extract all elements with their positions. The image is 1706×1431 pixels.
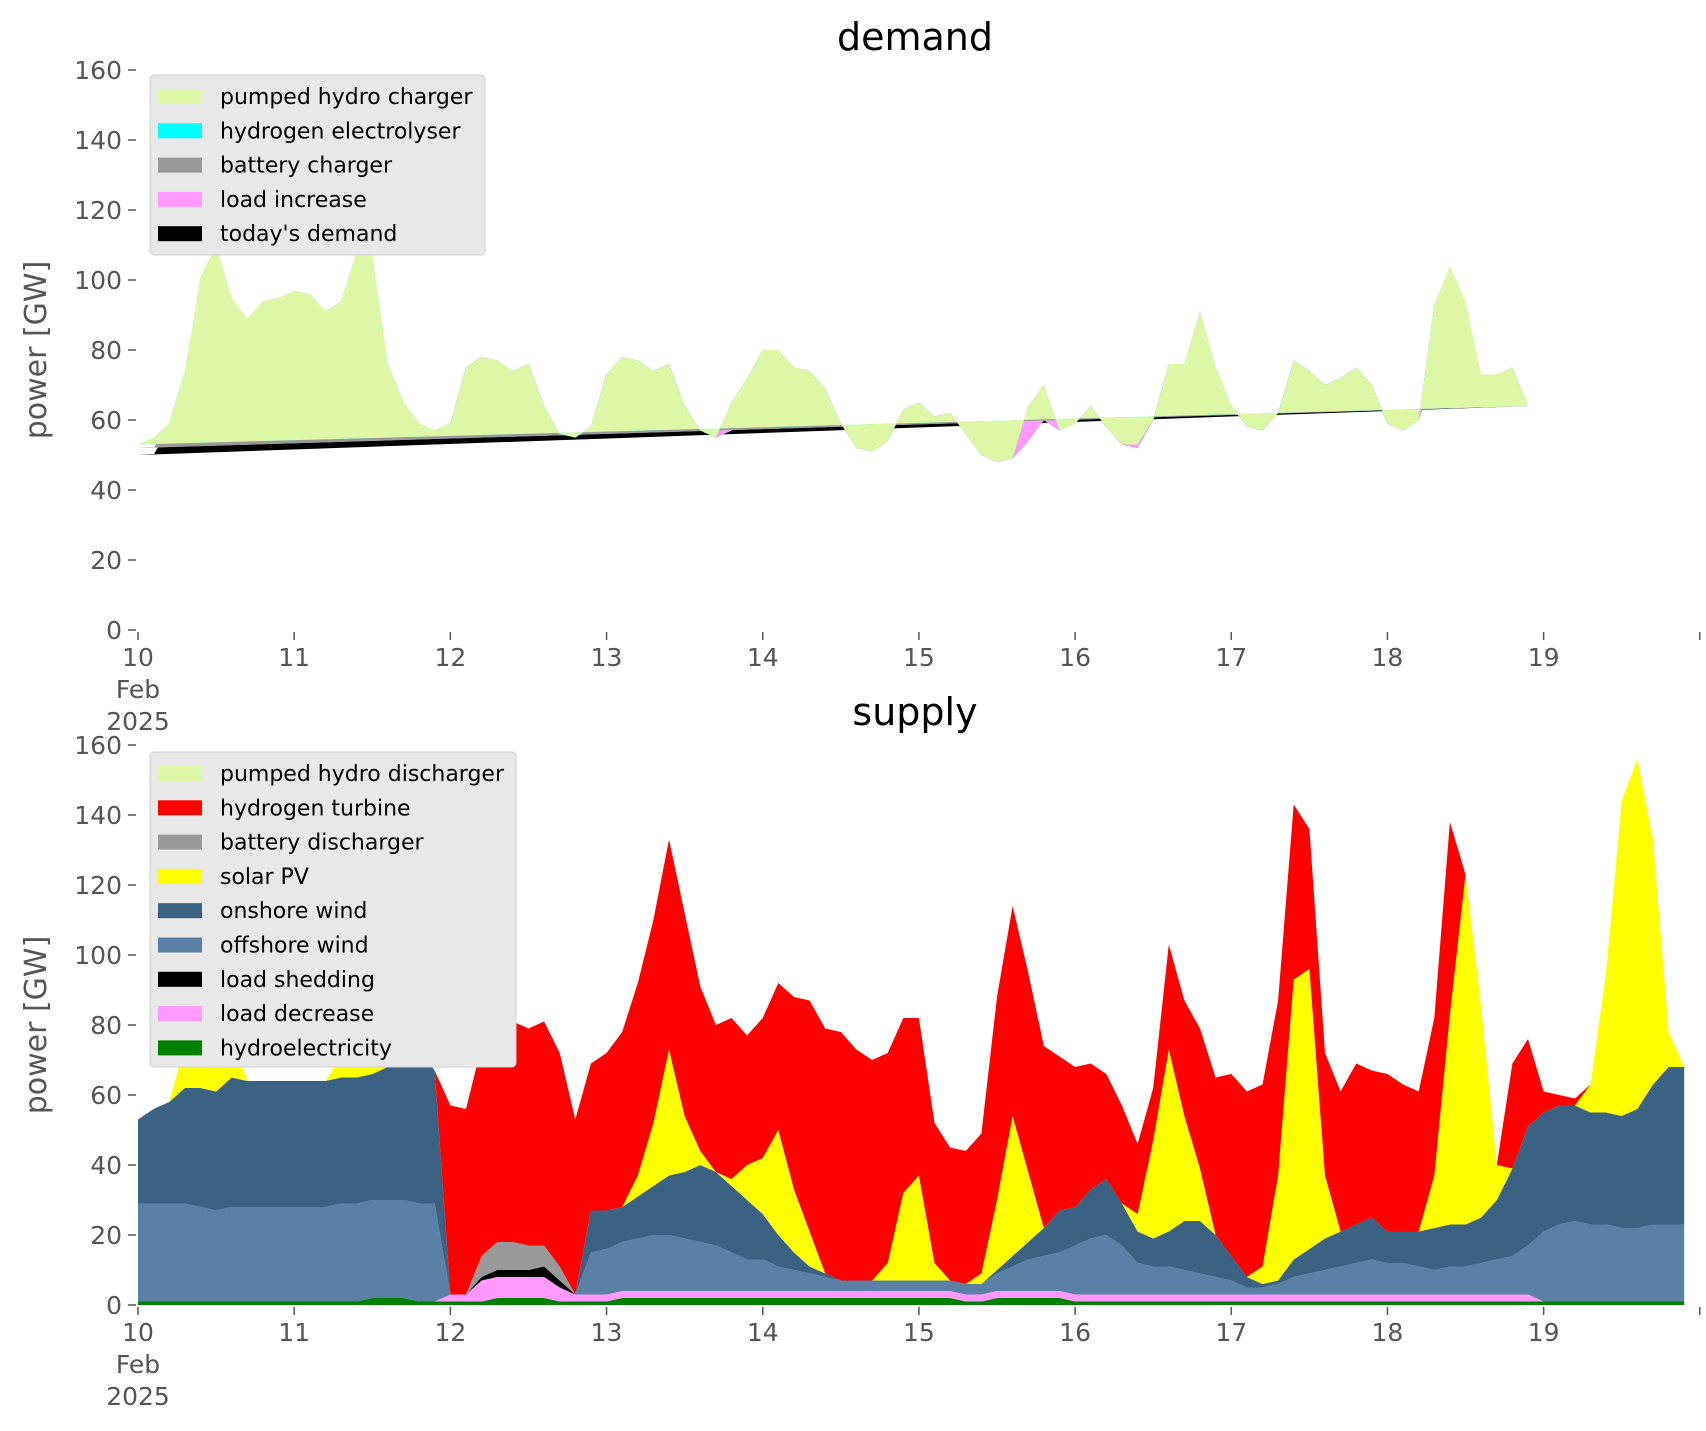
legend-label: pumped hydro charger [220, 85, 473, 110]
y-tick-label: 140 [74, 126, 122, 155]
y-tick-label: 160 [74, 56, 122, 85]
y-tick-label: 120 [74, 196, 122, 225]
x-tick-label: 13 [591, 643, 623, 672]
legend-label: hydrogen turbine [220, 796, 411, 821]
y-tick-label: 20 [90, 546, 122, 575]
x-tick-label: 16 [1059, 643, 1091, 672]
area-hydrogen-turbine [138, 759, 1685, 1295]
y-tick-label: 80 [90, 336, 122, 365]
area-load-decrease [138, 1277, 1685, 1302]
legend-swatch [158, 937, 202, 953]
y-tick-label: 60 [90, 1081, 122, 1110]
y-tick-label: 140 [74, 801, 122, 830]
legend-label: offshore wind [220, 934, 369, 959]
legend-swatch [158, 89, 202, 104]
y-tick-label: 20 [90, 1221, 122, 1250]
legend-swatch [158, 1040, 202, 1056]
legend: pumped hydro discharger hydrogen turbine b… [149, 751, 517, 1068]
x-tick-label: 17 [1215, 1318, 1247, 1347]
legend-swatch [158, 766, 202, 781]
x-tick-label: 12 [434, 1318, 466, 1347]
x-tick-label: 10 [122, 643, 154, 672]
x-tick-label: 14 [747, 1318, 779, 1347]
area-solar-pv [138, 759, 1685, 1295]
y-tick-label: 80 [90, 1011, 122, 1040]
y-tick-label: 120 [74, 871, 122, 900]
chart-panel-supply: supply 0 20 40 60 80 100 120 140 160 power [GW] 10 1… [19, 690, 1701, 1411]
legend-label: load shedding [220, 968, 375, 993]
legend-swatch [158, 1006, 202, 1022]
chart-title: supply [852, 690, 977, 734]
x-tick-label: 19 [1528, 643, 1560, 672]
y-axis-label: power [GW] [19, 936, 54, 1115]
x-tick-label: 16 [1059, 1318, 1091, 1347]
chart-title: demand [837, 15, 993, 59]
x-tick-label: 18 [1372, 643, 1404, 672]
legend-label: battery charger [220, 154, 393, 179]
legend-label: load increase [220, 188, 367, 213]
legend-label: load decrease [220, 1002, 374, 1027]
legend: pumped hydro charger hydrogen electrolyse… [149, 74, 486, 256]
x-tick-sublabel: Feb [116, 1350, 160, 1379]
x-tick-sublabel: 2025 [106, 1382, 170, 1411]
y-tick-label: 100 [74, 941, 122, 970]
legend-label: hydrogen electrolyser [220, 119, 461, 144]
x-tick-label: 13 [591, 1318, 623, 1347]
area-offshore-wind [138, 1200, 1685, 1302]
area-hydroelectricity [138, 1298, 1685, 1305]
legend-swatch [158, 903, 202, 919]
legend-swatch [158, 123, 202, 139]
legend-label: pumped hydro discharger [220, 762, 505, 787]
legend-label: today's demand [220, 222, 397, 247]
legend-label: solar PV [220, 865, 309, 890]
y-axis-label: power [GW] [19, 261, 54, 440]
legend-label: hydroelectricity [220, 1036, 392, 1061]
x-tick-label: 19 [1528, 1318, 1560, 1347]
y-tick-label: 0 [106, 616, 122, 645]
legend-swatch [158, 191, 202, 207]
legend-swatch [158, 800, 202, 816]
legend-swatch [158, 157, 202, 173]
x-tick-sublabel: 2025 [106, 707, 170, 736]
x-tick-sublabel: Feb [116, 675, 160, 704]
area-load-shedding [138, 1266, 1685, 1302]
x-tick-label: 14 [747, 643, 779, 672]
legend-swatch [158, 226, 202, 242]
chart-panel-demand: demand 0 20 40 60 80 100 120 140 160 power [GW] 10 1… [19, 15, 1701, 736]
y-tick-label: 40 [90, 1151, 122, 1180]
x-tick-label: 17 [1215, 643, 1247, 672]
x-tick-label: 10 [122, 1318, 154, 1347]
legend-swatch [158, 868, 202, 884]
legend-box [149, 751, 517, 1068]
legend-box [149, 74, 486, 256]
y-tick-label: 0 [106, 1291, 122, 1320]
x-tick-label: 11 [278, 643, 310, 672]
legend-swatch [158, 971, 202, 987]
y-tick-label: 100 [74, 266, 122, 295]
area-pumped-hydro-charger [138, 245, 1528, 462]
y-tick-label: 160 [74, 731, 122, 760]
x-tick-label: 12 [434, 643, 466, 672]
x-tick-label: 11 [278, 1318, 310, 1347]
legend-label: onshore wind [220, 899, 367, 924]
x-tick-label: 15 [903, 643, 935, 672]
legend-swatch [158, 834, 202, 850]
legend-label: battery discharger [220, 831, 425, 856]
y-tick-label: 40 [90, 476, 122, 505]
y-tick-label: 60 [90, 406, 122, 435]
x-tick-label: 18 [1372, 1318, 1404, 1347]
x-tick-label: 15 [903, 1318, 935, 1347]
